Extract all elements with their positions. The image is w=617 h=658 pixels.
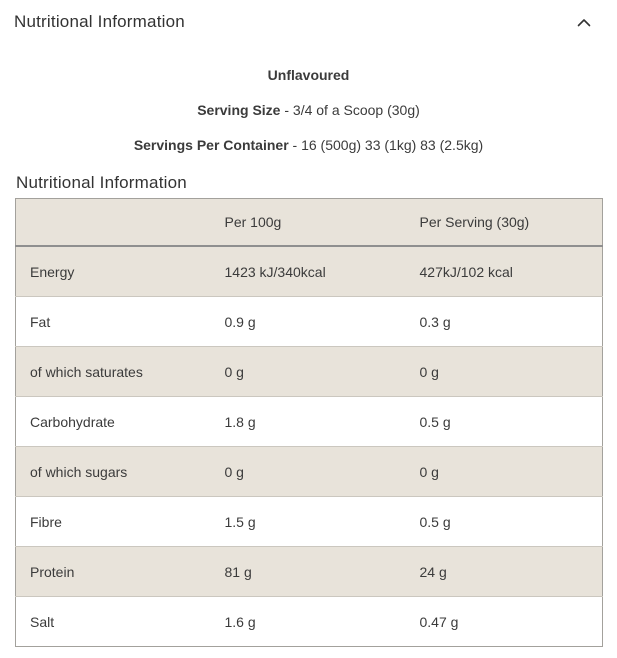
nutrient-label-cell: Carbohydrate <box>15 396 225 447</box>
nutrient-label-cell: of which sugars <box>15 446 225 497</box>
serving-size-value: - 3/4 of a Scoop (30g) <box>280 102 420 118</box>
per-100g-cell: 1.8 g <box>224 396 420 447</box>
per-serving-cell: 24 g <box>419 546 603 597</box>
per-serving-cell: 427kJ/102 kcal <box>419 263 513 280</box>
per-100g-cell: 0.9 g <box>224 296 420 347</box>
table-header-row: Per 100g Per Serving (30g) <box>15 198 603 247</box>
serving-info-block: Unflavoured Serving Size - 3/4 of a Scoo… <box>0 68 617 152</box>
servings-per-container-label: Servings Per Container <box>133 137 289 153</box>
nutrient-label-cell: Salt <box>15 596 225 647</box>
nutrient-label-cell: Fat <box>15 296 225 347</box>
per-100g-cell: 0 g <box>224 346 420 397</box>
nutrient-label-cell: Protein <box>15 546 225 597</box>
nutritional-info-accordion-header[interactable]: Nutritional Information <box>0 0 617 44</box>
accordion-title: Nutritional Information <box>14 12 185 31</box>
nutrient-label-cell: of which saturates <box>15 346 225 397</box>
chevron-up-icon[interactable] <box>577 18 591 27</box>
table-row: Protein 81 g 24 g <box>15 546 603 597</box>
per-serving-column-header: Per Serving (30g) <box>419 198 603 247</box>
per-serving-cell: 0.3 g <box>419 296 603 347</box>
nutrition-table: Per 100g Per Serving (30g) Energy 1423 k… <box>15 198 603 647</box>
per-serving-cell: 0 g <box>419 446 603 497</box>
nutrient-label-cell: Fibre <box>15 496 225 547</box>
per-100g-cell: 81 g <box>224 546 420 597</box>
table-row: Fibre 1.5 g 0.5 g <box>15 496 603 547</box>
table-row: Salt 1.6 g 0.47 g <box>15 596 603 647</box>
per-100g-cell: 1.5 g <box>224 496 420 547</box>
servings-per-container-line: Servings Per Container - 16 (500g) 33 (1… <box>0 138 617 152</box>
table-row: Energy 1423 kJ/340kcal 427kJ/102 kcal <box>15 246 603 297</box>
per-serving-cell: 0 g <box>419 346 603 397</box>
per-serving-cell: 0.5 g <box>419 396 603 447</box>
table-row: of which sugars 0 g 0 g <box>15 446 603 497</box>
per-100g-cell: 0 g <box>224 446 420 497</box>
serving-size-label: Serving Size <box>197 102 281 118</box>
table-row: Carbohydrate 1.8 g 0.5 g <box>15 396 603 447</box>
per-100g-cell: 1.6 g <box>224 596 420 647</box>
nutrition-table-heading: Nutritional Information <box>16 173 187 192</box>
per-100g-cell: 1423 kJ/340kcal <box>224 263 326 280</box>
serving-size-line: Serving Size - 3/4 of a Scoop (30g) <box>0 103 617 117</box>
flavour-name: Unflavoured <box>267 67 350 83</box>
per-serving-cell: 0.47 g <box>419 596 603 647</box>
table-row: Fat 0.9 g 0.3 g <box>15 296 603 347</box>
table-row: of which saturates 0 g 0 g <box>15 346 603 397</box>
nutrient-column-header <box>15 198 225 247</box>
per-serving-cell: 0.5 g <box>419 496 603 547</box>
per-100g-column-header: Per 100g <box>224 198 420 247</box>
servings-per-container-value: - 16 (500g) 33 (1kg) 83 (2.5kg) <box>288 137 484 153</box>
nutrient-label-cell: Energy <box>30 263 75 280</box>
